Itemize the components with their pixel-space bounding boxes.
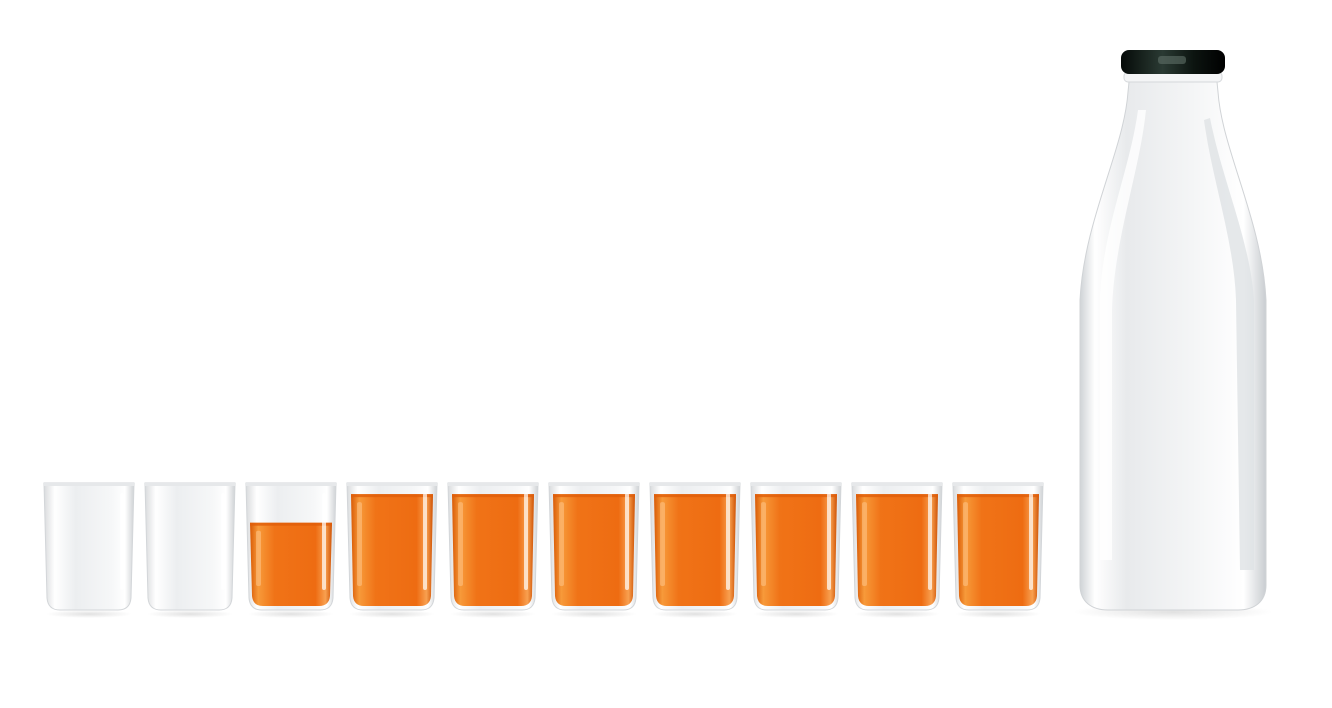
glass-rim	[751, 483, 841, 486]
juice-surface	[856, 494, 938, 498]
glass-shadow	[955, 610, 1041, 618]
glass-4	[346, 482, 438, 618]
glass-rim	[650, 483, 740, 486]
juice-surface	[654, 494, 736, 498]
glass-shadow	[551, 610, 637, 618]
juice	[351, 494, 433, 606]
juice-highlight	[660, 502, 665, 586]
glass-body	[144, 482, 236, 611]
juice	[250, 522, 332, 606]
bottle-cap-shine	[1158, 56, 1186, 64]
juice-highlight	[559, 502, 564, 586]
glass-highlight	[322, 493, 326, 590]
glass-rim	[246, 483, 336, 486]
glass-rim	[44, 483, 134, 486]
juice-surface	[957, 494, 1039, 498]
glass-6	[548, 482, 640, 618]
juice-highlight	[761, 502, 766, 586]
glass-highlight	[625, 493, 629, 590]
bottle-shade	[1204, 118, 1254, 570]
glass-rim	[953, 483, 1043, 486]
glass-highlight	[827, 493, 831, 590]
glass-body	[43, 482, 135, 611]
glass-2	[144, 482, 236, 618]
juice	[957, 494, 1039, 606]
glass-9	[851, 482, 943, 618]
juice-surface	[755, 494, 837, 498]
glass-1	[43, 482, 135, 618]
milk-bottle	[1073, 50, 1273, 620]
glasses-row	[43, 482, 1044, 618]
glass-highlight	[928, 493, 932, 590]
bottle-highlight	[1100, 110, 1146, 560]
glass-shadow	[46, 610, 132, 618]
glass-highlight	[423, 493, 427, 590]
glass-shadow	[652, 610, 738, 618]
glass-7	[649, 482, 741, 618]
glass-rim	[145, 483, 235, 486]
juice	[654, 494, 736, 606]
juice	[553, 494, 635, 606]
glass-shadow	[248, 610, 334, 618]
glass-shadow	[753, 610, 839, 618]
glass-highlight	[221, 493, 225, 590]
juice-highlight	[357, 502, 362, 586]
glass-5	[447, 482, 539, 618]
glass-highlight	[726, 493, 730, 590]
glass-rim	[448, 483, 538, 486]
juice-highlight	[256, 530, 261, 586]
glass-rim	[852, 483, 942, 486]
glass-shadow	[349, 610, 435, 618]
glass-shadow	[147, 610, 233, 618]
juice	[755, 494, 837, 606]
juice-highlight	[862, 502, 867, 586]
juice-surface	[553, 494, 635, 498]
juice	[452, 494, 534, 606]
glass-shadow	[450, 610, 536, 618]
juice-highlight	[963, 502, 968, 586]
glass-highlight	[524, 493, 528, 590]
juice-surface	[351, 494, 433, 498]
juice	[856, 494, 938, 606]
glass-10	[952, 482, 1044, 618]
glass-3	[245, 482, 337, 618]
glass-8	[750, 482, 842, 618]
juice-highlight	[458, 502, 463, 586]
juice-surface	[452, 494, 534, 498]
glass-rim	[347, 483, 437, 486]
glass-rim	[549, 483, 639, 486]
glass-highlight	[120, 493, 124, 590]
juice-surface	[250, 522, 332, 526]
glass-highlight	[1029, 493, 1033, 590]
glass-shadow	[854, 610, 940, 618]
